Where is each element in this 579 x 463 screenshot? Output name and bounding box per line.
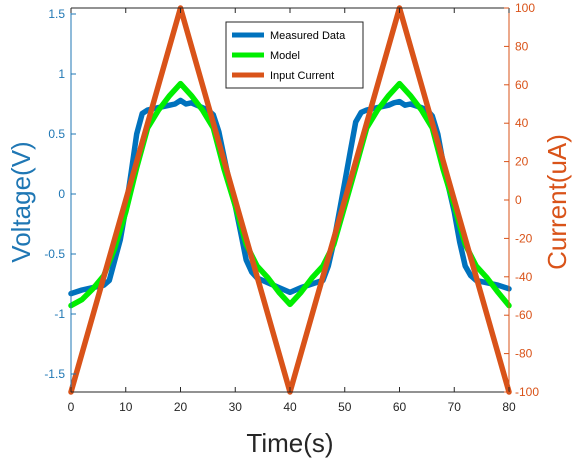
- x-tick-label: 0: [68, 400, 75, 414]
- y-tick-label-left: 1.5: [48, 7, 65, 21]
- x-tick-label: 80: [502, 400, 516, 414]
- x-tick-label: 10: [119, 400, 133, 414]
- y-tick-label-left: 1: [58, 67, 65, 81]
- x-tick-label: 60: [393, 400, 407, 414]
- y-tick-label-right: 40: [515, 116, 529, 130]
- y-tick-label-right: -100: [515, 385, 539, 399]
- x-tick-label: 20: [174, 400, 188, 414]
- legend: Measured Data Model Input Current: [225, 21, 364, 89]
- legend-label: Input Current: [270, 70, 334, 82]
- y-tick-label-right: -40: [515, 270, 533, 284]
- y-tick-label-right: -60: [515, 308, 533, 322]
- y-tick-label-left: 0.5: [48, 127, 65, 141]
- y-tick-label-right: 100: [515, 1, 535, 15]
- legend-label: Model: [270, 50, 300, 62]
- y-tick-label-left: -1.5: [44, 367, 65, 381]
- y-tick-label-right: 20: [515, 155, 529, 169]
- y-axis-left-label: Voltage(V): [6, 141, 36, 262]
- x-tick-label: 30: [229, 400, 243, 414]
- y-tick-label-right: 0: [515, 193, 522, 207]
- x-tick-label: 40: [283, 400, 297, 414]
- y-tick-label-right: 60: [515, 78, 529, 92]
- y-tick-label-left: -0.5: [44, 247, 65, 261]
- x-axis-label: Time(s): [246, 428, 333, 458]
- y-tick-label-left: 0: [58, 187, 65, 201]
- x-tick-label: 70: [448, 400, 462, 414]
- y-tick-label-left: -1: [54, 307, 65, 321]
- y-tick-label-right: -80: [515, 347, 533, 361]
- y-axis-right-label: Current(uA): [542, 134, 572, 270]
- y-tick-label-right: 80: [515, 39, 529, 53]
- x-tick-label: 50: [338, 400, 352, 414]
- axes-layer: 0 10 20 30 40 50 60 70 80 -1.5 -1 -0.5 0 0.5 1 1.5 -100 -…: [44, 1, 539, 414]
- y-tick-label-right: -20: [515, 231, 533, 245]
- legend-label: Measured Data: [270, 30, 346, 42]
